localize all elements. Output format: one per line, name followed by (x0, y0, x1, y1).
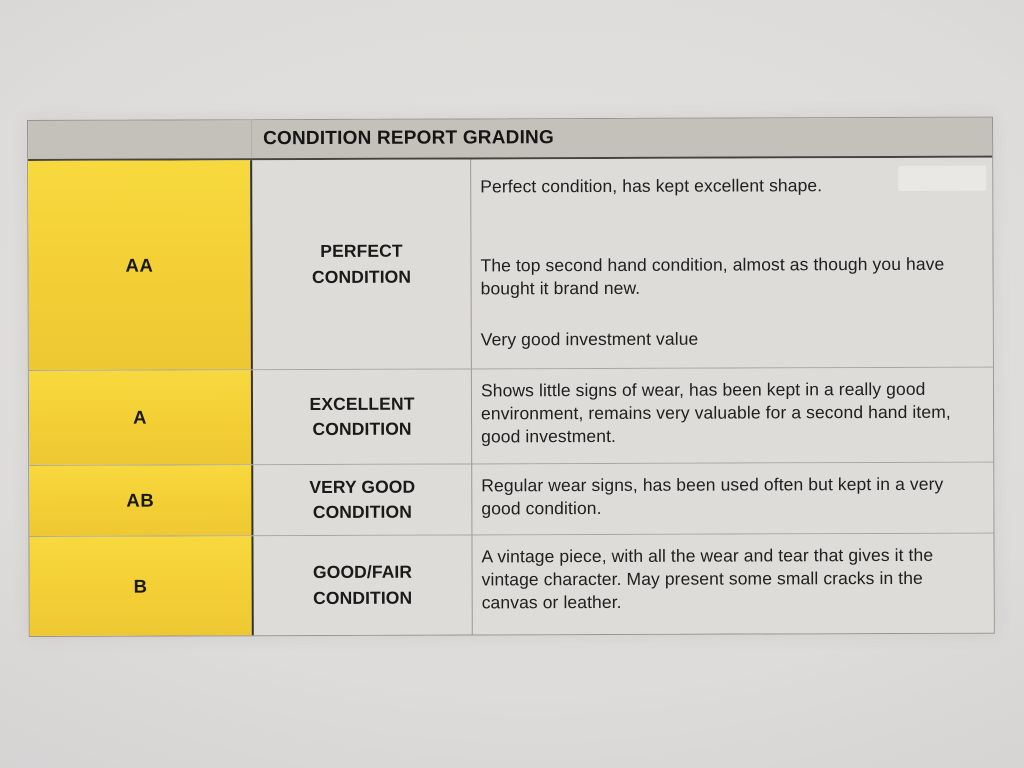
condition-grading-table: CONDITION REPORT GRADING AA PERFECT COND… (27, 116, 995, 637)
condition-description: Perfect condition, has kept excellent sh… (471, 158, 993, 369)
condition-name-line2: CONDITION (313, 587, 413, 608)
grade-row-a: A EXCELLENT CONDITION Shows little signs… (28, 367, 994, 466)
grade-row-aa: AA PERFECT CONDITION Perfect condition, … (28, 157, 993, 371)
condition-name: GOOD/FAIR CONDITION (253, 535, 473, 636)
condition-name-line1: VERY GOOD (309, 476, 416, 497)
condition-name-line2: CONDITION (312, 501, 412, 523)
condition-name: VERY GOOD CONDITION (253, 464, 473, 536)
description-paragraph: The top second hand condition, almost as… (480, 253, 945, 299)
table-header-row: CONDITION REPORT GRADING (28, 117, 993, 161)
grade-code: AA (28, 160, 253, 370)
header-spacer-cell (28, 120, 253, 159)
correction-tape-mark (898, 165, 987, 191)
condition-name: PERFECT CONDITION (252, 159, 472, 370)
description-paragraph: A vintage piece, with all the wear and t… (481, 544, 934, 613)
condition-name-line1: PERFECT (320, 240, 403, 262)
condition-name-line2: CONDITION (311, 266, 412, 287)
grade-code: B (29, 536, 254, 636)
condition-name-line2: CONDITION (312, 418, 412, 440)
condition-description: Shows little signs of wear, has been kep… (472, 368, 993, 464)
condition-name-line1: EXCELLENT (309, 393, 415, 414)
table-title: CONDITION REPORT GRADING (263, 127, 554, 150)
description-paragraph: Shows little signs of wear, has been kep… (480, 378, 951, 447)
grade-code: AB (29, 465, 254, 536)
condition-name: EXCELLENT CONDITION (252, 369, 473, 465)
description-paragraph: Regular wear signs, has been used often … (481, 473, 944, 519)
grade-row-b: B GOOD/FAIR CONDITION A vintage piece, w… (29, 533, 994, 636)
condition-name-line1: GOOD/FAIR (312, 561, 413, 583)
condition-description: Regular wear signs, has been used often … (472, 463, 993, 535)
description-paragraph: Very good investment value (480, 328, 699, 350)
grade-row-ab: AB VERY GOOD CONDITION Regular wear sign… (29, 462, 994, 537)
condition-description: A vintage piece, with all the wear and t… (472, 534, 993, 635)
grade-code: A (28, 370, 254, 465)
